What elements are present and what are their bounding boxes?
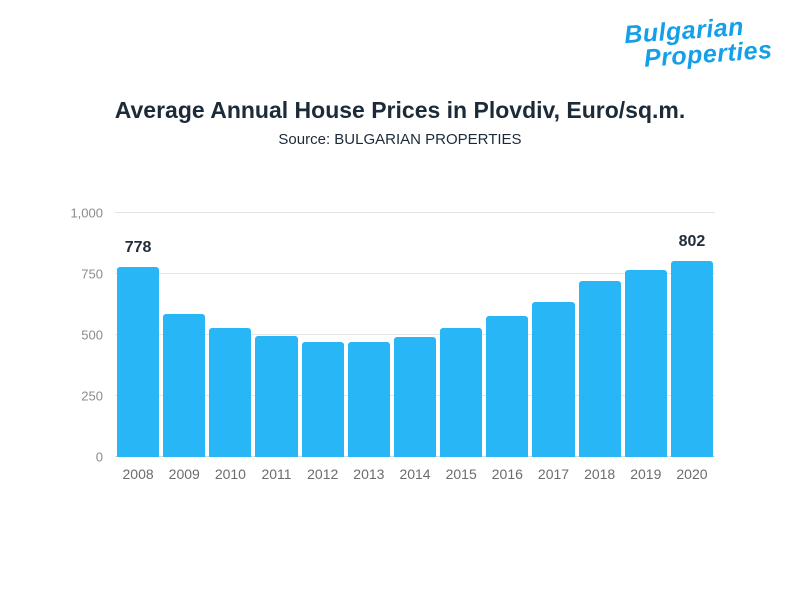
bar-2017 xyxy=(532,301,575,457)
bars-container: 778 2008 2009 2010 2011 2012 2013 2014 2015 2016 2… xyxy=(115,213,715,482)
bar-slot-2011: 2011 xyxy=(253,213,299,482)
chart-subtitle: Source: BULGARIAN PROPERTIES xyxy=(278,131,522,148)
y-tick-label-1000: 1,000 xyxy=(70,205,103,221)
bar-slot-2014: 2014 xyxy=(392,213,438,482)
x-tick-label-2017: 2017 xyxy=(537,466,570,482)
bar-slot-2010: 2010 xyxy=(207,213,253,482)
chart-title: Average Annual House Prices in Plovdiv, … xyxy=(114,97,686,123)
x-tick-label-2018: 2018 xyxy=(584,466,616,482)
bar-slot-2018: 2018 xyxy=(577,213,623,482)
bar-2010 xyxy=(209,328,252,457)
x-tick-label-2015: 2015 xyxy=(445,466,477,482)
x-tick-label-2016: 2016 xyxy=(491,466,523,482)
gridline-1000 xyxy=(115,212,715,213)
bar-value-label-2020: 802 xyxy=(678,233,706,251)
bar-2018 xyxy=(578,280,621,457)
bar-2008 xyxy=(117,267,160,457)
bar-slot-2012: 2012 xyxy=(300,213,346,482)
bar-chart: 778 2008 2009 2010 2011 2012 2013 2014 2015 2016 2… xyxy=(70,206,715,482)
bar-2014 xyxy=(393,336,437,457)
x-tick-label-2012: 2012 xyxy=(307,466,339,482)
bar-slot-2017: 2017 xyxy=(530,213,576,482)
bar-slot-2019: 2019 xyxy=(623,213,669,482)
bar-slot-2008: 778 2008 xyxy=(115,213,161,482)
x-tick-label-2019: 2019 xyxy=(630,466,662,482)
bar-2013 xyxy=(347,342,390,457)
bar-2019 xyxy=(624,269,667,457)
bar-slot-2009: 2009 xyxy=(161,213,207,482)
bar-2012 xyxy=(301,341,344,457)
y-tick-label-0: 0 xyxy=(95,449,103,465)
bar-value-label-2008: 778 xyxy=(124,239,152,257)
gridline-750 xyxy=(115,273,715,274)
bar-slot-2016: 2016 xyxy=(484,213,530,482)
bar-2015 xyxy=(440,327,483,457)
y-tick-label-750: 750 xyxy=(81,266,103,282)
x-tick-label-2013: 2013 xyxy=(353,466,385,482)
bar-slot-2020: 802 2020 xyxy=(669,213,715,482)
bulgarian-properties-logo: Bulgarian Properties xyxy=(624,13,774,72)
x-tick-label-2009: 2009 xyxy=(168,466,200,482)
y-tick-label-500: 500 xyxy=(81,327,103,343)
bar-2020 xyxy=(670,261,714,457)
x-tick-label-2020: 2020 xyxy=(676,466,708,482)
bar-2011 xyxy=(255,336,298,457)
x-tick-label-2008: 2008 xyxy=(122,466,154,482)
x-tick-label-2014: 2014 xyxy=(399,466,431,482)
plot-area: 778 2008 2009 2010 2011 2012 2013 2014 2015 2016 2… xyxy=(70,206,715,482)
bar-slot-2015: 2015 xyxy=(438,213,484,482)
bar-slot-2013: 2013 xyxy=(346,213,392,482)
gridline-500 xyxy=(115,334,715,335)
y-tick-label-250: 250 xyxy=(81,388,103,404)
bar-2009 xyxy=(163,313,206,457)
bar-2016 xyxy=(486,316,529,457)
x-tick-label-2011: 2011 xyxy=(261,466,292,482)
x-tick-label-2010: 2010 xyxy=(214,466,246,482)
